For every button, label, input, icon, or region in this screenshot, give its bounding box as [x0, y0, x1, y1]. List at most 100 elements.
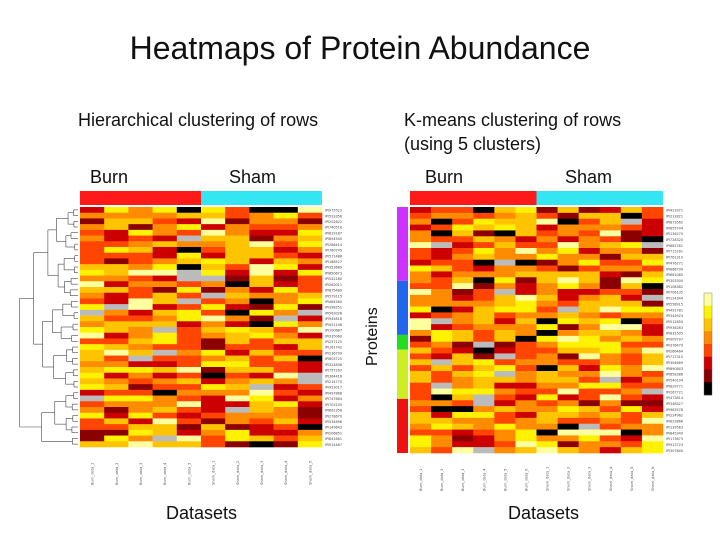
heatmap-cell [225, 298, 250, 305]
heatmap-cell [225, 367, 250, 374]
heatmap-cell [128, 435, 153, 442]
heatmap-cell [104, 429, 129, 436]
heatmap-cell [80, 412, 105, 419]
heatmap-cell [578, 376, 601, 384]
heatmap-cell [176, 235, 202, 242]
heatmap-cell [80, 218, 105, 225]
heatmap-cell [201, 229, 226, 236]
heatmap-cell [599, 259, 622, 266]
heatmap-cell [431, 318, 453, 325]
heatmap-cell [152, 395, 178, 402]
heatmap-cell [473, 330, 495, 337]
heatmap-cell [176, 418, 202, 425]
heatmap-cell [557, 300, 579, 307]
heatmap-cell [128, 292, 153, 299]
heatmap-cell [641, 359, 664, 366]
heatmap-cell [410, 300, 432, 307]
heatmap-cell [152, 327, 178, 334]
heatmap-cell [536, 435, 558, 442]
heatmap-cell [515, 318, 537, 325]
heatmap-cell [176, 327, 202, 334]
column-label: Sham_data_3 [588, 467, 592, 491]
heatmap-cell [176, 309, 202, 316]
heatmap-cell [249, 304, 274, 311]
heatmap-cell [431, 435, 453, 442]
heatmap-cell [297, 389, 323, 396]
heatmap-cell [176, 298, 202, 305]
heatmap-cell [431, 271, 453, 278]
heatmap-cell [473, 371, 495, 378]
heatmap-cell [620, 441, 643, 448]
heatmap-cell [152, 229, 178, 236]
heatmap-cell [473, 335, 495, 343]
heatmap-cell [494, 300, 516, 307]
heatmap-cell [452, 242, 474, 249]
column-label: Burn_data_6 [524, 468, 528, 491]
heatmap-cell [152, 292, 178, 299]
heatmap-cell [620, 447, 643, 454]
heatmap-cell [225, 241, 250, 248]
heatmap-cell [225, 281, 250, 288]
heatmap-cell [620, 429, 643, 436]
color-key-swatch [704, 318, 712, 332]
heatmap-cell [431, 218, 453, 225]
heatmap-cell [515, 417, 537, 425]
heatmap-cell [152, 418, 178, 425]
heatmap-cell [201, 287, 226, 294]
heatmap-cell [641, 277, 664, 284]
heatmap-cell [410, 230, 432, 237]
heatmap-cell [536, 253, 558, 261]
heatmap-cell [578, 212, 601, 220]
heatmap-cell [641, 207, 664, 214]
heatmap-cell [249, 344, 274, 351]
heatmap-cell [494, 324, 516, 331]
heatmap-cell [641, 236, 664, 243]
heatmap-cell [410, 324, 432, 331]
heatmap-cell [225, 264, 250, 271]
heatmap-cell [515, 359, 537, 366]
heatmap-cell [536, 212, 558, 220]
heatmap-cell [273, 264, 299, 271]
burn-group-bar [80, 191, 201, 205]
column-label: Burn_data_2 [440, 469, 444, 491]
heatmap-cell [494, 230, 516, 237]
heatmap-cell [249, 412, 274, 419]
heatmap-cell [80, 252, 105, 259]
heatmap-cell [494, 365, 516, 372]
heatmap-cell [80, 441, 105, 448]
heatmap-cell [599, 441, 622, 448]
heatmap-cell [557, 318, 579, 325]
heatmap-cell [176, 281, 202, 288]
heatmap-cell [578, 435, 601, 442]
heatmap-cell [641, 412, 664, 419]
heatmap-cell [297, 327, 323, 334]
heatmap-cell [249, 418, 274, 425]
heatmap-cell [557, 253, 579, 261]
heatmap-cell [452, 376, 474, 384]
heatmap-cell [599, 253, 622, 261]
row-label: IPI139583 [666, 425, 683, 429]
heatmap-cell [431, 406, 453, 413]
heatmap-cell [104, 418, 129, 425]
heatmap-cell [641, 371, 664, 378]
heatmap-cell [431, 300, 453, 307]
heatmap-cell [80, 212, 105, 219]
heatmap-cell [201, 429, 226, 436]
heatmap-cell [176, 332, 202, 339]
heatmap-cell [152, 298, 178, 305]
heatmap-cell [225, 384, 250, 391]
row-label: IPI307840 [666, 449, 683, 453]
heatmap-cell [641, 300, 664, 307]
heatmap-cell [494, 318, 516, 325]
sham-group-bar [201, 191, 322, 205]
heatmap-cell [431, 400, 453, 407]
heatmap-cell [431, 382, 453, 389]
heatmap-cell [494, 289, 516, 296]
heatmap-cell [452, 423, 474, 430]
heatmap-cell [104, 269, 129, 276]
heatmap-cell [452, 412, 474, 419]
color-key-border [703, 292, 713, 396]
heatmap-cell [641, 365, 664, 372]
row-label: IPI658388 [666, 373, 683, 377]
heatmap-cell [641, 253, 664, 261]
